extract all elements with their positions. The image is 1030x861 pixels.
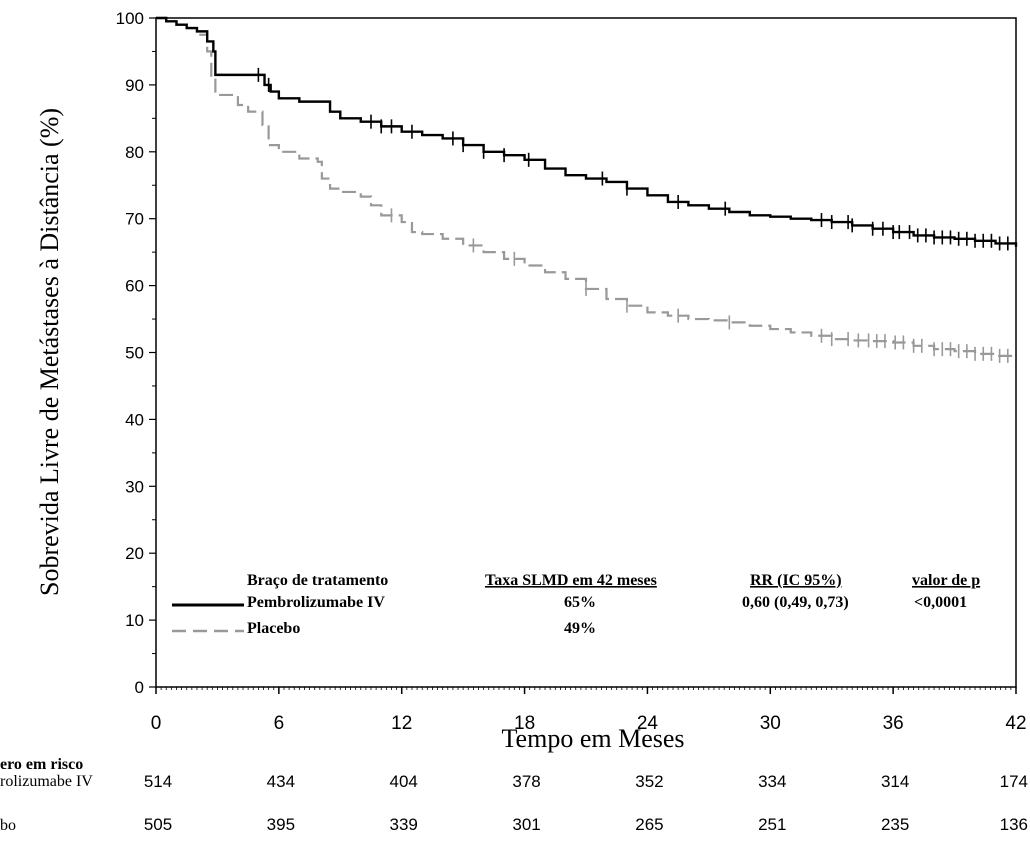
legend-p-pembrolizumab: <0,0001: [914, 594, 967, 611]
series-line-placebo: [156, 16, 1018, 358]
legend-arm-pembrolizumab: Pembrolizumabe IV: [247, 594, 385, 611]
legend-arm-placebo: Placebo: [247, 620, 300, 637]
legend-header-p: valor de p: [912, 572, 980, 589]
legend: Braço de tratamento Taxa SLMD em 42 mese…: [172, 572, 980, 637]
risk-table-values: 514 434 404 378 352 334 314 174 505 395 339 301 265 2…: [144, 772, 1028, 834]
legend-header-hr: RR (IC 95%): [750, 572, 842, 589]
legend-header-rate: Taxa SLMD em 42 meses: [485, 572, 657, 589]
y-tick-label: 50: [125, 344, 144, 363]
y-axis-title: Sobrevida Livre de Metástases à Distânci…: [35, 108, 64, 596]
risk-table-title: ero em risco: [0, 756, 83, 773]
risk-value: 265: [635, 815, 663, 834]
series-layer: [156, 16, 1018, 363]
series-line-pembrolizumabe-iv: [156, 16, 1018, 247]
x-tick-label: 0: [151, 713, 162, 734]
x-tick-label: 6: [274, 713, 285, 734]
x-tick-label: 30: [760, 713, 781, 734]
x-tick-label: 24: [637, 713, 659, 734]
y-tick-label: 70: [125, 210, 144, 229]
legend-rate-pembrolizumab: 65%: [564, 594, 596, 611]
risk-value: 434: [267, 772, 295, 791]
risk-value: 404: [390, 772, 418, 791]
y-tick-label: 30: [125, 477, 144, 496]
legend-header-arm: Braço de tratamento: [247, 572, 388, 589]
risk-value: 301: [512, 815, 540, 834]
legend-hr-pembrolizumab: 0,60 (0,49, 0,73): [742, 594, 849, 611]
x-tick-label: 12: [391, 713, 412, 734]
risk-value: 378: [512, 772, 540, 791]
x-axis-title: Tempo em Meses: [501, 724, 684, 753]
risk-label-pembrolizumab: rolizumabe IV: [0, 773, 93, 790]
risk-value: 174: [1000, 772, 1028, 791]
risk-value: 314: [881, 772, 909, 791]
risk-value: 514: [144, 772, 172, 791]
risk-label-placebo: bo: [0, 817, 16, 834]
risk-value: 505: [144, 815, 172, 834]
risk-table: ero em risco rolizumabe IV bo 514 434 404 3…: [0, 756, 1028, 834]
x-tick-label: 18: [514, 713, 535, 734]
y-tick-label: 40: [125, 410, 144, 429]
y-tick-label: 10: [125, 611, 144, 630]
y-tick-label: 60: [125, 277, 144, 296]
risk-value: 334: [758, 772, 786, 791]
y-tick-label: 80: [125, 143, 144, 162]
x-tick-label: 42: [1005, 713, 1026, 734]
risk-value: 395: [267, 815, 295, 834]
y-tick-label: 20: [125, 544, 144, 563]
risk-value: 251: [758, 815, 786, 834]
y-axis-ticks: 0 10 20 30 40 50 60 70 80 90 100: [116, 9, 156, 697]
risk-value: 339: [390, 815, 418, 834]
risk-value: 235: [881, 815, 909, 834]
y-tick-label: 90: [125, 76, 144, 95]
x-tick-label: 36: [883, 713, 904, 734]
y-tick-label: 100: [116, 9, 144, 28]
risk-value: 136: [1000, 815, 1028, 834]
y-tick-label: 0: [135, 678, 144, 697]
x-axis-ticks: 0 6 12 18 24 30 36 42: [151, 687, 1027, 734]
legend-rate-placebo: 49%: [564, 620, 596, 637]
risk-value: 352: [635, 772, 663, 791]
